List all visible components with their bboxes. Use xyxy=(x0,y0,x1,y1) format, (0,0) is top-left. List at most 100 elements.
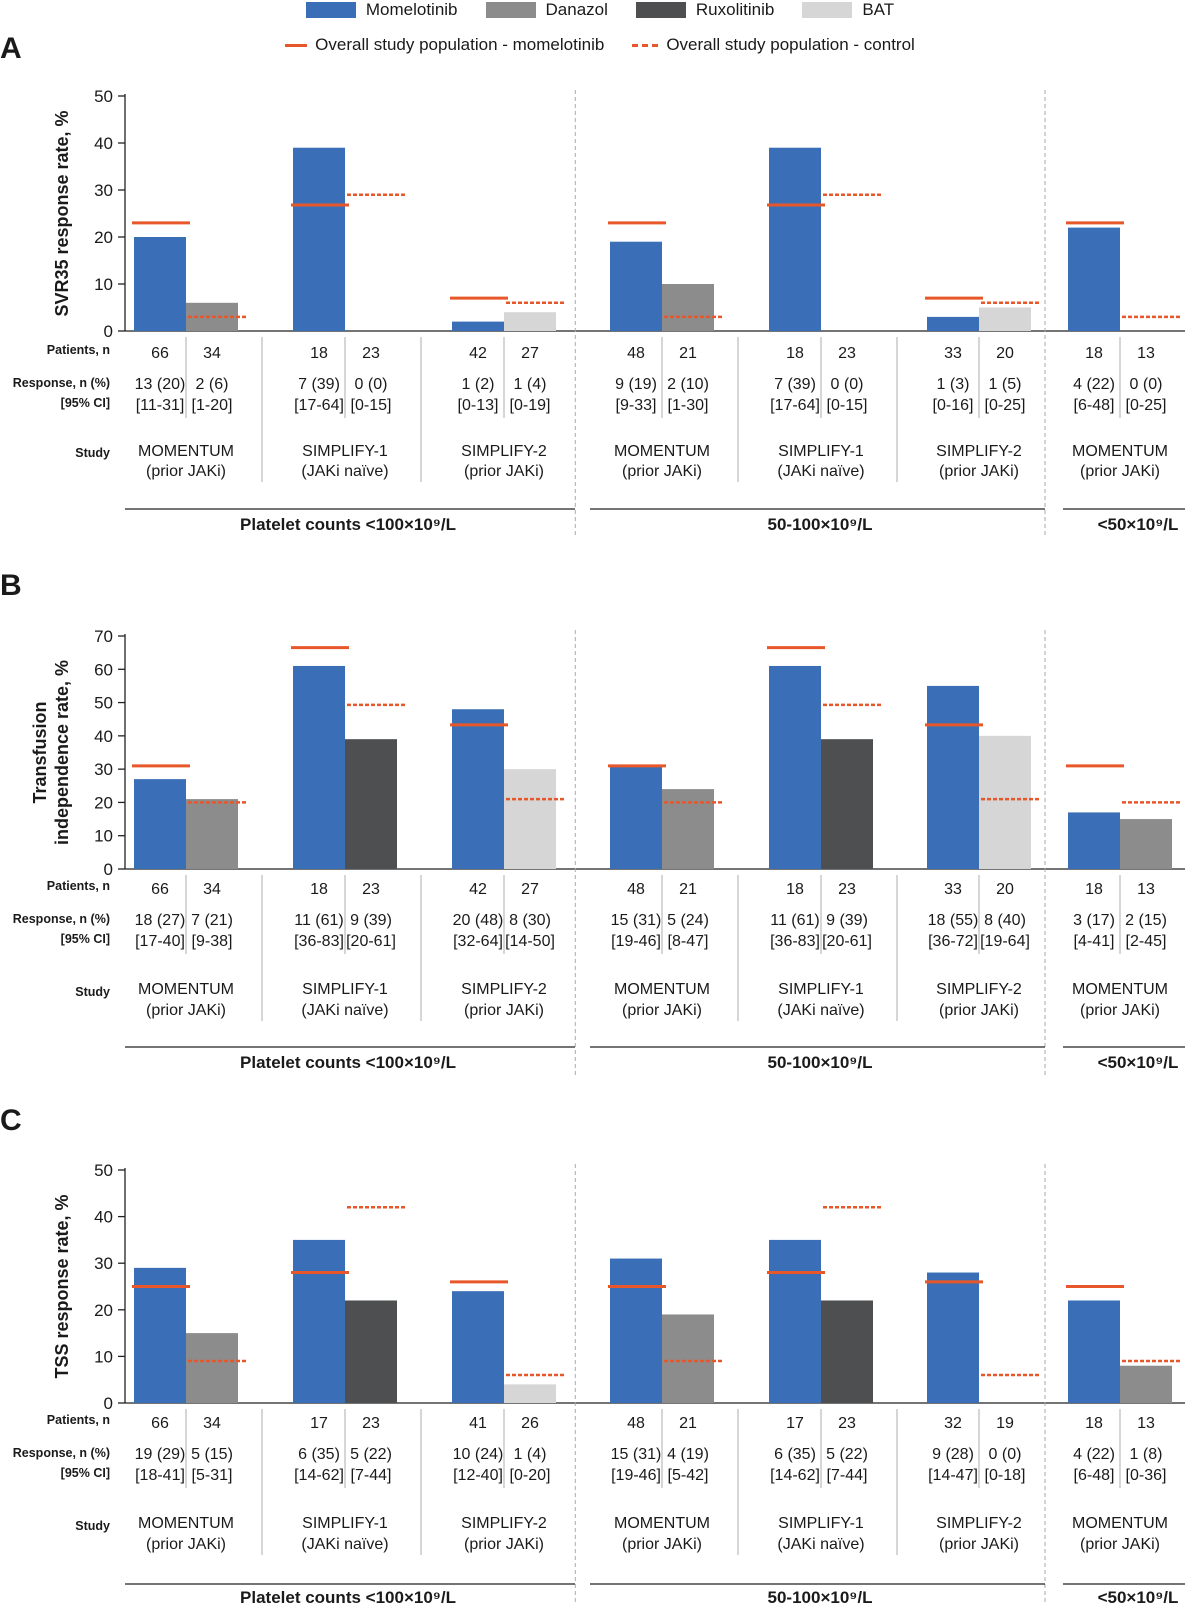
bar-bat xyxy=(979,735,1031,869)
bar-momelotinib xyxy=(293,1239,345,1403)
bar-bat xyxy=(504,769,556,869)
study-subtitle: (JAKi naïve) xyxy=(777,1002,864,1019)
bar-momelotinib xyxy=(769,665,821,869)
legend-label-overall-mmb: Overall study population - momelotinib xyxy=(315,35,605,54)
response-value: 18 (55) xyxy=(928,912,979,929)
row-label-ci: [95% CI] xyxy=(61,1466,110,1480)
legend-item-ruxolitinib: Ruxolitinib xyxy=(635,0,774,20)
y-tick-label: 50 xyxy=(94,87,113,106)
response-value: 6 (35) xyxy=(298,1446,340,1463)
row-label-study: Study xyxy=(75,985,110,999)
ci-value: [20-61] xyxy=(346,933,396,950)
study-name: SIMPLIFY-2 xyxy=(461,981,547,998)
row-label-response: Response, n (%) xyxy=(13,1446,110,1460)
study-name: MOMENTUM xyxy=(614,1515,710,1532)
ci-value: [18-41] xyxy=(135,1467,185,1484)
legend-label-danazol: Danazol xyxy=(545,0,608,19)
legend-item-bat: BAT xyxy=(802,0,894,20)
row-label-patients: Patients, n xyxy=(47,879,110,893)
response-value: 9 (39) xyxy=(350,912,392,929)
patients-n: 23 xyxy=(838,1415,856,1432)
patients-n: 18 xyxy=(310,345,328,362)
study-subtitle: (prior JAKi) xyxy=(622,1536,702,1553)
response-value: 11 (61) xyxy=(770,912,820,929)
bar-momelotinib xyxy=(1068,812,1120,869)
ci-value: [0-13] xyxy=(458,397,499,414)
study-name: SIMPLIFY-2 xyxy=(936,443,1022,460)
row-label-response: Response, n (%) xyxy=(13,376,110,390)
study-3: 48 15 (31) [19-46] 21 4 (19) [5-42] MOMENTUM (p… xyxy=(608,1258,739,1555)
study-name: MOMENTUM xyxy=(1072,443,1168,460)
study-name: MOMENTUM xyxy=(1072,981,1168,998)
patients-n: 21 xyxy=(679,345,697,362)
ci-value: [1-30] xyxy=(668,397,709,414)
study-2: 42 20 (48) [32-64] 27 8 (30) [14-50] SIMPLIFY-… xyxy=(450,709,564,1019)
row-label-patients: Patients, n xyxy=(47,343,110,357)
study-subtitle: (prior JAKi) xyxy=(464,463,544,480)
study-6: 18 3 (17) [4-41] 13 2 (15) [2-45] MOMENTUM (pri… xyxy=(1066,764,1180,1019)
ci-value: [14-50] xyxy=(505,933,555,950)
patients-n: 18 xyxy=(786,881,804,898)
ci-value: [32-64] xyxy=(453,933,503,950)
response-value: 4 (22) xyxy=(1073,376,1115,393)
row-label-response: Response, n (%) xyxy=(13,912,110,926)
y-tick-label: 30 xyxy=(94,1254,113,1273)
response-value: 1 (4) xyxy=(514,376,547,393)
bar-momelotinib xyxy=(927,316,979,331)
study-5: 32 9 (28) [14-47] 19 0 (0) [0-18] SIMPLIFY-2 (p… xyxy=(925,1272,1039,1553)
patients-n: 23 xyxy=(838,881,856,898)
bar-danazol xyxy=(186,799,238,869)
patients-n: 32 xyxy=(944,1415,962,1432)
bar-momelotinib xyxy=(134,1267,186,1403)
patients-n: 33 xyxy=(944,345,962,362)
study-subtitle: (prior JAKi) xyxy=(146,1536,226,1553)
patients-n: 42 xyxy=(469,881,487,898)
study-subtitle: (prior JAKi) xyxy=(146,463,226,480)
study-3: 48 9 (19) [9-33] 21 2 (10) [1-30] MOMENTUM (pri… xyxy=(608,221,739,482)
ci-value: [36-83] xyxy=(770,933,820,950)
group-label: Platelet counts <100×10⁹/L xyxy=(240,1053,456,1072)
study-6: 18 4 (22) [6-48] 13 1 (8) [0-36] MOMENTUM (prio… xyxy=(1066,1285,1180,1553)
bar-danazol xyxy=(662,284,714,331)
group-label: <50×10⁹/L xyxy=(1098,1053,1179,1072)
response-value: 15 (31) xyxy=(611,1446,662,1463)
study-subtitle: (prior JAKi) xyxy=(1080,1002,1160,1019)
response-value: 2 (15) xyxy=(1125,912,1167,929)
patients-n: 18 xyxy=(310,881,328,898)
response-value: 11 (61) xyxy=(294,912,344,929)
study-subtitle: (prior JAKi) xyxy=(464,1002,544,1019)
group-label: 50-100×10⁹/L xyxy=(768,1053,873,1072)
response-value: 2 (6) xyxy=(196,376,229,393)
patients-n: 13 xyxy=(1137,881,1155,898)
study-name: SIMPLIFY-2 xyxy=(461,443,547,460)
ci-value: [0-36] xyxy=(1126,1467,1167,1484)
ci-value: [9-33] xyxy=(616,397,657,414)
study-6: 18 4 (22) [6-48] 13 0 (0) [0-25] MOMENTUM (prio… xyxy=(1066,221,1180,480)
patients-n: 18 xyxy=(1085,345,1103,362)
response-value: 10 (24) xyxy=(453,1446,504,1463)
patients-n: 48 xyxy=(627,881,645,898)
y-tick-label: 50 xyxy=(94,694,113,713)
bar-ruxolitinib xyxy=(821,1300,873,1403)
response-value: 1 (8) xyxy=(1130,1446,1163,1463)
patients-n: 66 xyxy=(151,345,169,362)
ci-value: [0-25] xyxy=(1126,397,1167,414)
bar-momelotinib xyxy=(769,1239,821,1403)
patients-n: 66 xyxy=(151,1415,169,1432)
bar-momelotinib xyxy=(293,147,345,331)
legend-item-overall-mmb: Overall study population - momelotinib xyxy=(285,35,604,55)
group-label: 50-100×10⁹/L xyxy=(768,1588,873,1603)
legend-swatch-ruxolitinib xyxy=(635,2,686,18)
bar-momelotinib xyxy=(293,665,345,869)
response-value: 2 (10) xyxy=(667,376,709,393)
ci-value: [0-15] xyxy=(351,397,392,414)
ci-value: [7-44] xyxy=(351,1467,392,1484)
patients-n: 48 xyxy=(627,345,645,362)
patients-n: 23 xyxy=(838,345,856,362)
ci-value: [14-62] xyxy=(294,1467,344,1484)
response-value: 4 (22) xyxy=(1073,1446,1115,1463)
study-2: 42 1 (2) [0-13] 27 1 (4) [0-19] SIMPLIFY-2 (pri… xyxy=(450,296,564,480)
response-value: 9 (39) xyxy=(826,912,868,929)
patients-n: 66 xyxy=(151,881,169,898)
response-value: 13 (20) xyxy=(135,376,186,393)
